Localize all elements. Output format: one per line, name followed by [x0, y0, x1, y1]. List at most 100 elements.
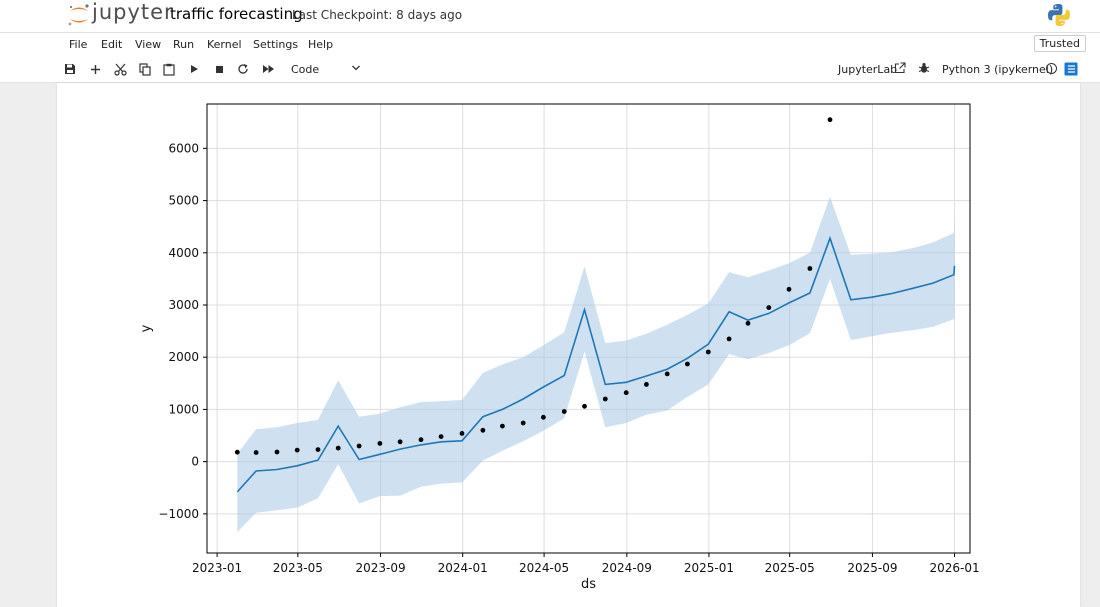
debugger-icon[interactable] — [918, 62, 930, 74]
actual-points — [234, 117, 833, 455]
y-axis-label: y — [139, 324, 154, 332]
cut-button[interactable] — [112, 61, 128, 77]
run-icon — [191, 65, 198, 73]
stop-button[interactable] — [211, 61, 227, 77]
actual-point — [459, 431, 465, 436]
actual-point — [664, 371, 670, 377]
x-tick-label: 2026-01 — [929, 561, 979, 575]
actual-point — [644, 382, 649, 387]
actual-point — [356, 443, 362, 449]
python-logo-icon — [1048, 4, 1070, 26]
copy-button[interactable] — [137, 61, 153, 77]
plot-frame — [206, 103, 971, 554]
y-tick-label: −1000 — [158, 507, 199, 521]
x-tick-label: 2025-01 — [684, 561, 734, 575]
jupyterlab-link[interactable]: JupyterLab — [838, 63, 898, 76]
cell-type-select[interactable]: Code — [288, 60, 366, 78]
x-tick-label: 2024-09 — [602, 561, 652, 575]
actual-point — [397, 439, 403, 445]
menu-file[interactable]: File — [69, 38, 88, 51]
y-tick-label: 3000 — [168, 298, 199, 312]
actual-point — [377, 441, 383, 446]
paste-button[interactable] — [161, 61, 177, 77]
menu-kernel[interactable]: Kernel — [207, 38, 242, 51]
jupyter-logo-icon[interactable] — [66, 2, 161, 28]
menu-settings[interactable]: Settings — [253, 38, 299, 51]
y-tick-label: 5000 — [168, 194, 199, 208]
trusted-indicator[interactable]: Trusted — [1033, 35, 1086, 52]
stop-icon — [215, 65, 223, 73]
cell-type-value: Code — [291, 63, 320, 76]
notebook-toolbar: Code JupyterLab Python 3 (ipykernel) — [0, 57, 1100, 83]
x-tick-label: 2024-05 — [519, 561, 569, 575]
logo-text: jupyter — [92, 0, 174, 24]
uncertainty-band — [237, 196, 955, 533]
y-tick-label: 0 — [191, 455, 199, 469]
external-link-icon[interactable] — [894, 62, 906, 74]
y-tick-label: 2000 — [168, 350, 199, 364]
cut-icon — [113, 63, 127, 76]
actual-point — [294, 447, 300, 453]
y-tick-label: 4000 — [168, 246, 199, 260]
notebook-title[interactable]: traffic forecasting — [170, 5, 303, 23]
x-tick-label: 2023-09 — [356, 561, 406, 575]
save-button[interactable] — [62, 61, 78, 77]
actual-point — [253, 450, 259, 455]
x-tick-label: 2025-09 — [847, 561, 897, 575]
forecast-line — [236, 235, 956, 493]
actual-point — [500, 423, 505, 429]
actual-point — [726, 336, 732, 342]
table-of-contents-icon[interactable] — [1064, 62, 1078, 76]
checkpoint-status: Last Checkpoint: 8 days ago — [292, 8, 463, 22]
actual-point — [561, 409, 567, 414]
paste-icon — [163, 63, 175, 76]
fast-forward-icon — [262, 65, 274, 73]
actual-point — [766, 305, 772, 310]
x-tick-label: 2023-05 — [273, 561, 323, 575]
menu-run[interactable]: Run — [173, 38, 195, 51]
actual-point — [541, 414, 546, 420]
actual-point — [705, 349, 711, 355]
run-button[interactable] — [186, 61, 202, 77]
y-tick-label: 6000 — [168, 141, 199, 155]
menu-bar: File Edit View Run Kernel Settings Help … — [0, 32, 1100, 58]
actual-point — [602, 396, 608, 402]
add-cell-button[interactable] — [87, 61, 103, 77]
actual-point — [274, 449, 280, 455]
actual-point — [520, 420, 526, 426]
x-tick-label: 2025-05 — [765, 561, 815, 575]
actual-point — [480, 427, 486, 433]
actual-point — [234, 449, 240, 455]
x-tick-label: 2024-01 — [438, 561, 488, 575]
kernel-name[interactable]: Python 3 (ipykernel) — [942, 63, 1054, 76]
x-axis-label: ds — [581, 577, 596, 592]
add-cell-icon — [90, 64, 100, 74]
chevron-down-icon — [352, 65, 360, 71]
actual-point — [745, 320, 751, 326]
actual-point — [807, 266, 813, 271]
x-axis-ticks: 2023-01 2023-05 2023-09 2024-01 2024-05 2024-… — [192, 553, 980, 575]
actual-point — [786, 286, 792, 292]
menu-help[interactable]: Help — [308, 38, 334, 51]
copy-icon — [139, 62, 151, 76]
y-tick-label: 1000 — [168, 402, 199, 416]
restart-icon — [238, 64, 248, 74]
actual-point — [827, 117, 833, 123]
actual-point — [582, 403, 587, 409]
actual-point — [315, 447, 321, 452]
y-axis-ticks: −1000 0 1000 2000 3000 4000 5000 6000 — [158, 141, 207, 521]
actual-point — [685, 361, 690, 367]
menu-view[interactable]: View — [135, 38, 162, 51]
forecast-plot: 2023-01 2023-05 2023-09 2024-01 2024-05 2024-… — [139, 103, 980, 592]
x-tick-label: 2023-01 — [192, 561, 242, 575]
actual-point — [418, 437, 424, 443]
header: jupyter traffic forecasting Last Checkpo… — [0, 0, 1100, 32]
notebook-panel: 2023-01 2023-05 2023-09 2024-01 2024-05 2024-… — [57, 83, 1080, 607]
restart-run-all-button[interactable] — [260, 61, 276, 77]
actual-point — [335, 445, 341, 451]
menu-edit[interactable]: Edit — [101, 38, 123, 51]
actual-point — [438, 434, 444, 439]
restart-button[interactable] — [235, 61, 251, 77]
save-icon — [65, 64, 75, 74]
kernel-idle-icon — [1046, 63, 1057, 74]
